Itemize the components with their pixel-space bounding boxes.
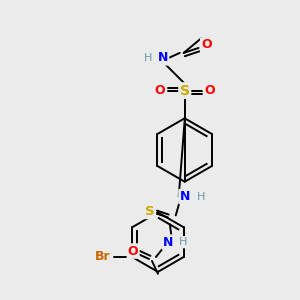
Text: H: H bbox=[178, 237, 187, 247]
Text: Br: Br bbox=[95, 250, 110, 263]
Text: O: O bbox=[201, 38, 212, 52]
Text: H: H bbox=[144, 53, 152, 63]
Text: O: O bbox=[154, 84, 165, 97]
Text: O: O bbox=[128, 244, 139, 258]
Text: S: S bbox=[145, 205, 155, 218]
Text: O: O bbox=[204, 84, 215, 97]
Text: N: N bbox=[158, 51, 168, 64]
Text: H: H bbox=[197, 192, 206, 202]
Text: N: N bbox=[179, 190, 190, 203]
Text: S: S bbox=[180, 84, 190, 98]
Text: N: N bbox=[163, 236, 173, 249]
